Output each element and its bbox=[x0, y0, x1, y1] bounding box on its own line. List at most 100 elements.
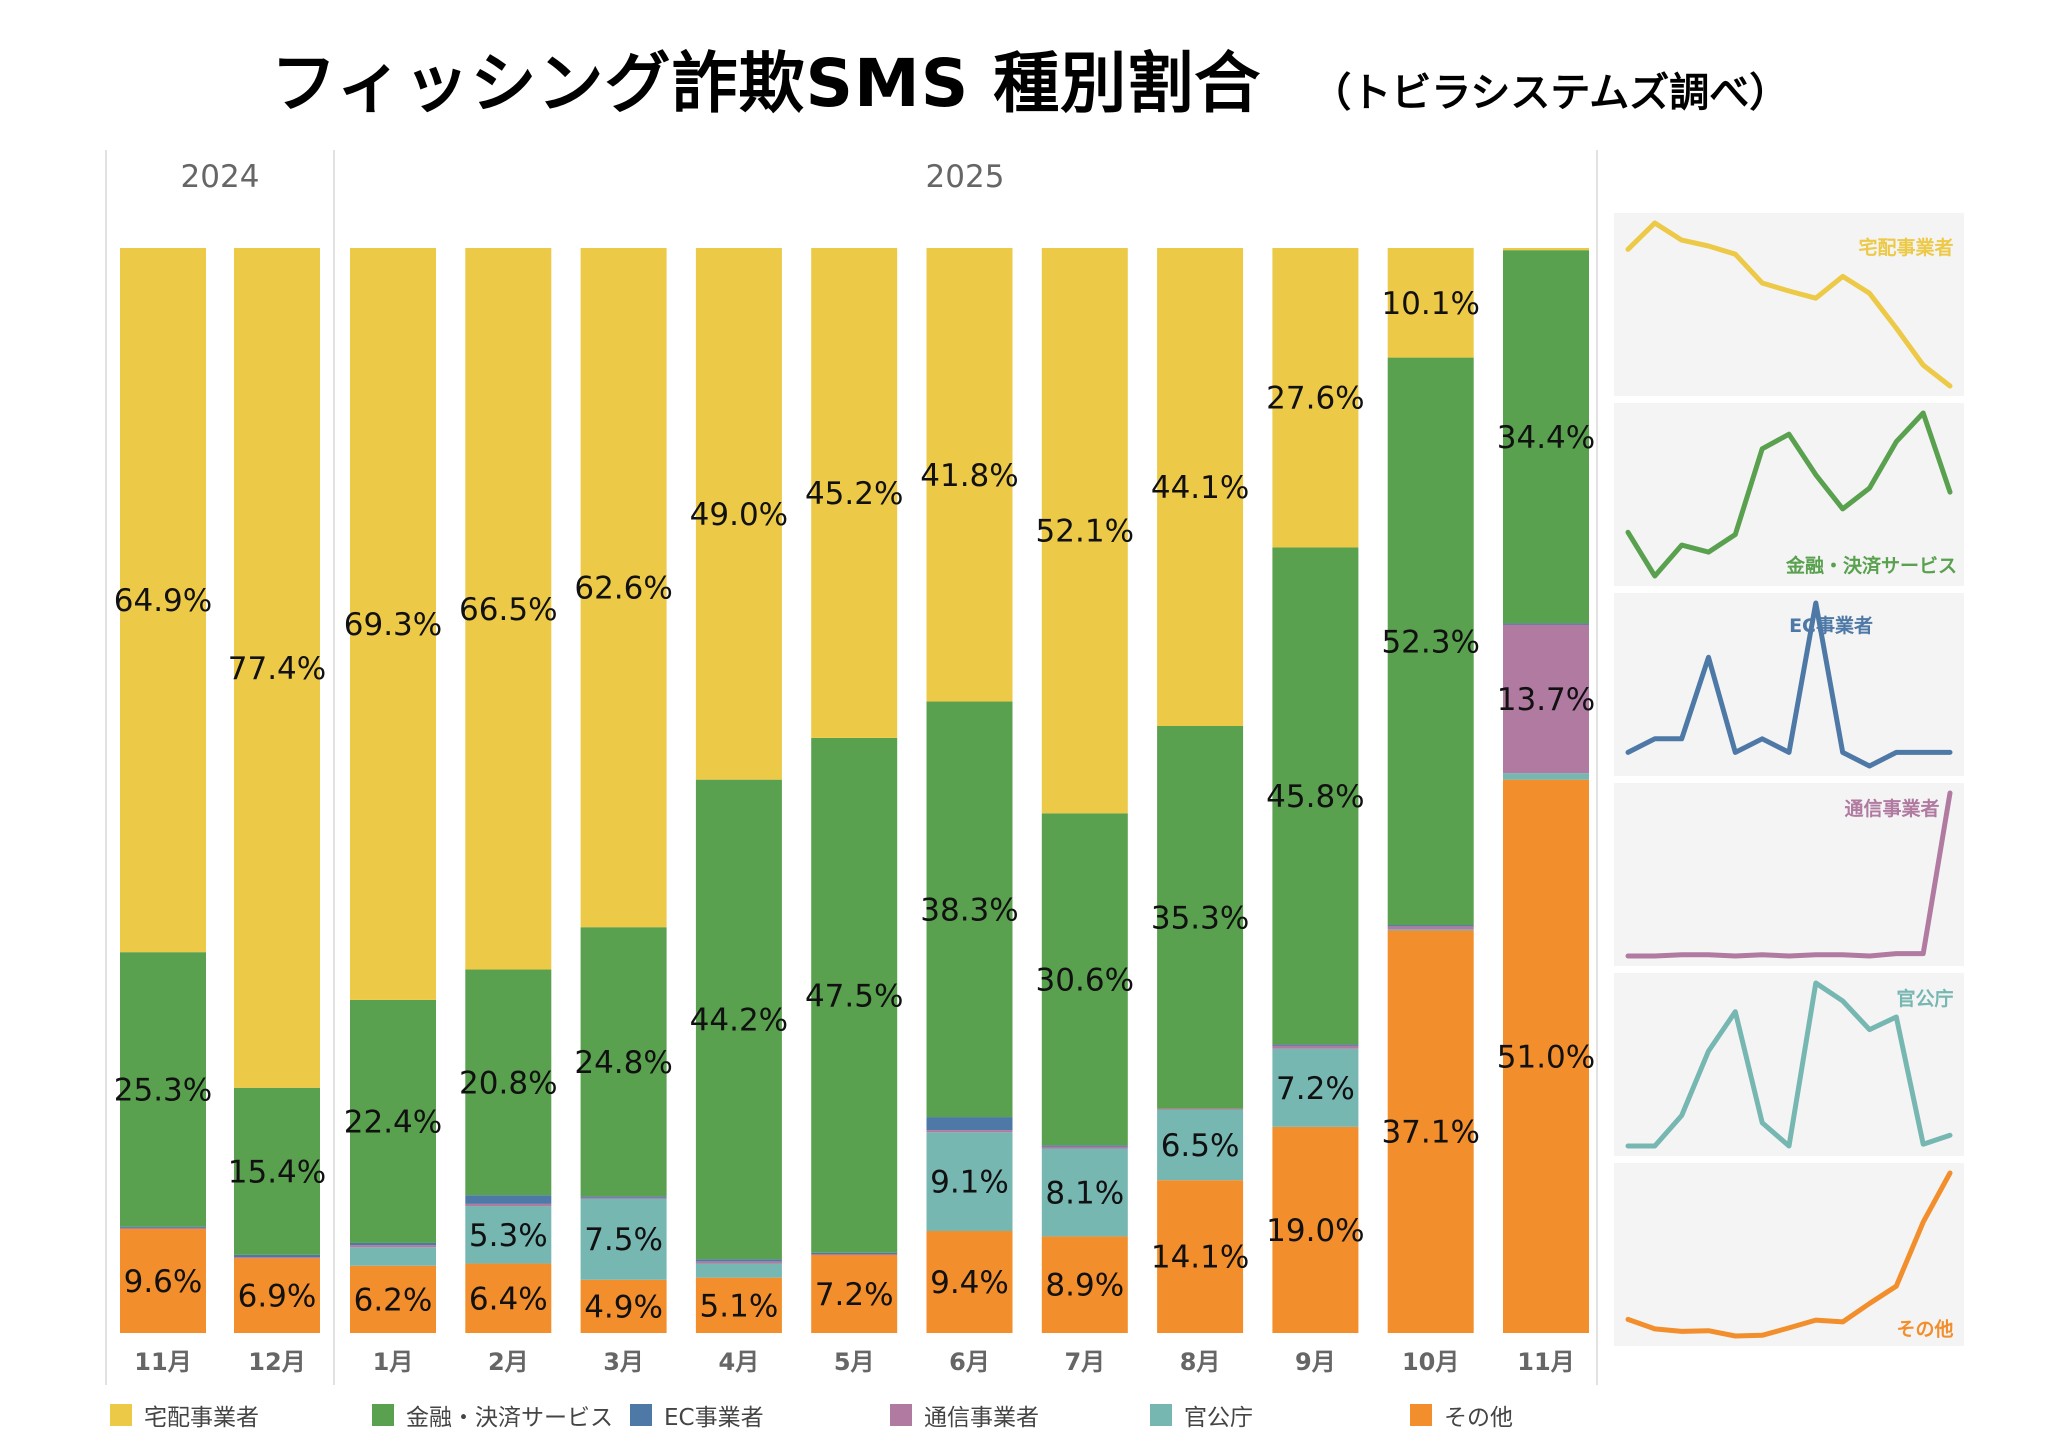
sparkline-label: 通信事業者 bbox=[1844, 797, 1939, 820]
bar-segment bbox=[1272, 248, 1359, 548]
bar-segment bbox=[1503, 779, 1589, 1333]
bar-segment bbox=[695, 1277, 782, 1333]
legend-item: 宅配事業者 bbox=[110, 1398, 259, 1432]
bar-segment bbox=[234, 1087, 320, 1255]
sparkline-label: 宅配事業者 bbox=[1858, 236, 1953, 259]
title-subtitle: （トビラシステムズ調べ） bbox=[1311, 70, 1790, 116]
sparkline-4 bbox=[1625, 980, 1953, 1149]
bar-segment bbox=[926, 1130, 1013, 1133]
data-label: 62.6% bbox=[574, 571, 672, 607]
bar-segment bbox=[1272, 1045, 1359, 1049]
month-label: 8月 bbox=[1180, 1348, 1221, 1376]
data-label: 9.6% bbox=[124, 1264, 203, 1300]
bar-segment bbox=[1503, 250, 1589, 624]
bar-segment bbox=[120, 1228, 206, 1333]
bar-segment bbox=[811, 1252, 898, 1254]
sparkline-label: 官公庁 bbox=[1896, 987, 1953, 1010]
legend-item: 金融・決済サービス bbox=[372, 1398, 613, 1432]
bar-segment bbox=[1387, 925, 1474, 927]
legend-item: その他 bbox=[1410, 1398, 1513, 1432]
bar-segment bbox=[350, 248, 436, 1000]
data-label: 13.7% bbox=[1497, 682, 1595, 718]
month-label: 6月 bbox=[949, 1348, 990, 1376]
data-label: 66.5% bbox=[459, 592, 557, 628]
bar-segment bbox=[1041, 1145, 1128, 1147]
data-label: 9.4% bbox=[930, 1265, 1009, 1301]
legend-swatch bbox=[372, 1404, 394, 1426]
bar-segment bbox=[580, 1279, 667, 1333]
sparkline-label: 金融・決済サービス bbox=[1785, 554, 1957, 577]
bar-segment bbox=[234, 1257, 320, 1259]
month-label: 12月 bbox=[248, 1348, 305, 1376]
bar-segment bbox=[234, 1254, 320, 1258]
legend-label: 通信事業者 bbox=[924, 1405, 1039, 1431]
month-label: 10月 bbox=[1402, 1348, 1459, 1376]
legend-item: EC事業者 bbox=[630, 1398, 764, 1432]
bar-segment bbox=[1503, 623, 1589, 625]
data-label: 30.6% bbox=[1036, 962, 1134, 998]
data-label: 8.1% bbox=[1045, 1175, 1124, 1211]
data-label: 7.2% bbox=[815, 1277, 894, 1313]
bar-segment bbox=[1157, 1109, 1244, 1181]
sparkline-5 bbox=[1625, 1170, 1953, 1339]
bar-segment bbox=[120, 952, 206, 1227]
data-label: 52.1% bbox=[1036, 514, 1134, 550]
data-label: 7.5% bbox=[584, 1222, 663, 1258]
data-label: 51.0% bbox=[1497, 1039, 1595, 1075]
bar-segment bbox=[1157, 248, 1244, 727]
month-label: 4月 bbox=[719, 1348, 760, 1376]
month-label: 11月 bbox=[134, 1348, 191, 1376]
bar-segment bbox=[1157, 726, 1244, 1109]
bar-segment bbox=[1503, 248, 1589, 251]
bar-segment bbox=[695, 1261, 782, 1264]
data-label: 22.4% bbox=[344, 1104, 442, 1140]
data-label: 45.8% bbox=[1266, 779, 1364, 815]
bar-segment bbox=[811, 248, 898, 738]
bar-segment bbox=[1041, 1146, 1128, 1149]
month-label: 3月 bbox=[603, 1348, 644, 1376]
sparkline-1 bbox=[1625, 410, 1953, 579]
data-label: 44.2% bbox=[690, 1002, 788, 1038]
month-label: 5月 bbox=[834, 1348, 875, 1376]
bar-segment bbox=[465, 1206, 552, 1264]
data-label: 27.6% bbox=[1266, 381, 1364, 417]
sparkline-label: EC事業者 bbox=[1789, 614, 1873, 637]
bar-segment bbox=[580, 1197, 667, 1199]
legend-swatch bbox=[1150, 1404, 1172, 1426]
data-label: 64.9% bbox=[114, 583, 212, 619]
bar-segment bbox=[1272, 1126, 1359, 1333]
legend-label: 金融・決済サービス bbox=[406, 1405, 613, 1431]
legend-swatch bbox=[110, 1404, 132, 1426]
year-label: 2025 bbox=[926, 159, 1005, 195]
bar-segment bbox=[350, 1265, 436, 1333]
bar-segment bbox=[234, 1258, 320, 1333]
data-label: 20.8% bbox=[459, 1065, 557, 1101]
bar-segment bbox=[1272, 547, 1359, 1045]
bar-segment bbox=[695, 779, 782, 1260]
data-label: 7.2% bbox=[1276, 1071, 1355, 1107]
data-label: 10.1% bbox=[1381, 286, 1479, 322]
legend-label: 官公庁 bbox=[1184, 1405, 1253, 1431]
bar-segment bbox=[1041, 813, 1128, 1146]
legend: 宅配事業者 金融・決済サービス EC事業者 通信事業者 官公庁 その他 bbox=[110, 1398, 1590, 1434]
bar-segment bbox=[1387, 248, 1474, 358]
bar-segment bbox=[350, 1247, 436, 1266]
chart-title: フィッシング詐欺SMS 種別割合 （トビラシステムズ調べ） bbox=[0, 30, 2060, 126]
data-label: 8.9% bbox=[1045, 1268, 1124, 1304]
bar-segment bbox=[580, 1196, 667, 1198]
bar-segment bbox=[811, 737, 898, 1253]
data-label: 6.4% bbox=[469, 1281, 548, 1317]
bar-segment bbox=[1387, 929, 1474, 931]
data-label: 5.3% bbox=[469, 1218, 548, 1254]
bar-segment bbox=[465, 1195, 552, 1204]
bar-segment bbox=[1272, 1048, 1359, 1127]
bar-segment bbox=[1387, 930, 1474, 1333]
bar-segment bbox=[1157, 1108, 1244, 1110]
bar-segment bbox=[1503, 624, 1589, 774]
data-label: 19.0% bbox=[1266, 1213, 1364, 1249]
bar-segment bbox=[926, 701, 1013, 1118]
legend-item: 通信事業者 bbox=[890, 1398, 1039, 1432]
bar-segment bbox=[926, 248, 1013, 702]
bar-segment bbox=[695, 248, 782, 780]
